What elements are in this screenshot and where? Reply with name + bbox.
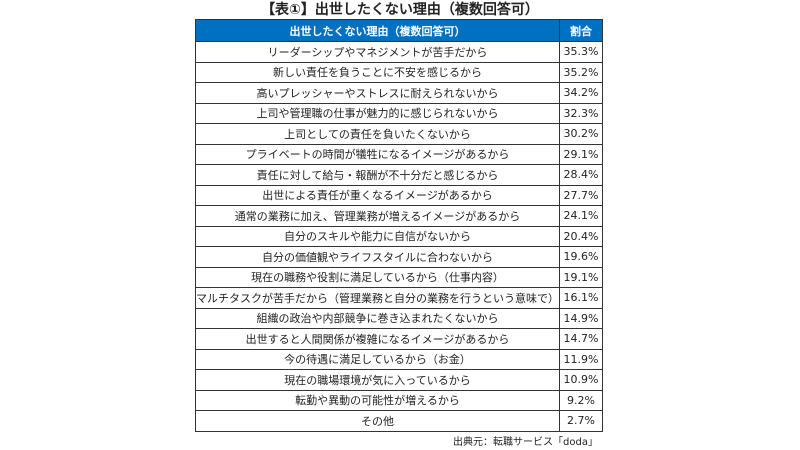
- table-row: その他 2.7%: [195, 410, 603, 432]
- header-reason: 出世したくない理由（複数回答可）: [195, 19, 560, 42]
- table-row: 上司や管理職の仕事が魅力的に感じられないから 32.3%: [195, 102, 603, 124]
- table-row: 転勤や異動の可能性が増えるから 9.2%: [195, 389, 603, 411]
- percentage-cell: 19.6%: [559, 246, 603, 268]
- percentage-cell: 30.2%: [559, 123, 603, 145]
- source-note: 出典元：転職サービス「doda」: [453, 437, 598, 448]
- reasons-table: 出世したくない理由（複数回答可） 割合 リーダーシップやマネジメントが苦手だから…: [195, 19, 603, 432]
- table-row: 高いプレッシャーやストレスに耐えられないから 34.2%: [195, 82, 603, 104]
- percentage-cell: 14.7%: [559, 328, 603, 350]
- table-row: 現在の職場環境が気に入っているから 10.9%: [195, 369, 603, 391]
- table-row: プライベートの時間が犠牲になるイメージがあるから 29.1%: [195, 143, 603, 165]
- table-row: 現在の職務や役割に満足しているから（仕事内容） 19.1%: [195, 266, 603, 288]
- table-row: 出世による責任が重くなるイメージがあるから 27.7%: [195, 184, 603, 206]
- reason-cell: 高いプレッシャーやストレスに耐えられないから: [195, 82, 560, 104]
- percentage-cell: 35.2%: [559, 61, 603, 83]
- percentage-cell: 10.9%: [559, 369, 603, 391]
- reason-cell: その他: [195, 410, 560, 432]
- reason-cell: 自分のスキルや能力に自信がないから: [195, 225, 560, 247]
- percentage-cell: 29.1%: [559, 143, 603, 165]
- reason-cell: 転勤や異動の可能性が増えるから: [195, 389, 560, 411]
- percentage-cell: 28.4%: [559, 164, 603, 186]
- percentage-cell: 16.1%: [559, 287, 603, 309]
- reason-cell: 上司としての責任を負いたくないから: [195, 123, 560, 145]
- table-row: マルチタスクが苦手だから（管理業務と自分の業務を行うという意味で） 16.1%: [195, 287, 603, 309]
- reason-cell: 現在の職務や役割に満足しているから（仕事内容）: [195, 266, 560, 288]
- reason-cell: 出世による責任が重くなるイメージがあるから: [195, 184, 560, 206]
- percentage-cell: 11.9%: [559, 348, 603, 370]
- table-row: 上司としての責任を負いたくないから 30.2%: [195, 123, 603, 145]
- reason-cell: マルチタスクが苦手だから（管理業務と自分の業務を行うという意味で）: [195, 287, 560, 309]
- percentage-cell: 27.7%: [559, 184, 603, 206]
- percentage-cell: 24.1%: [559, 205, 603, 227]
- percentage-cell: 32.3%: [559, 102, 603, 124]
- reason-cell: 責任に対して給与・報酬が不十分だと感じるから: [195, 164, 560, 186]
- reason-cell: 上司や管理職の仕事が魅力的に感じられないから: [195, 102, 560, 124]
- table-row: リーダーシップやマネジメントが苦手だから 35.3%: [195, 41, 603, 63]
- percentage-cell: 14.9%: [559, 307, 603, 329]
- table-row: 新しい責任を負うことに不安を感じるから 35.2%: [195, 61, 603, 83]
- reason-cell: 新しい責任を負うことに不安を感じるから: [195, 61, 560, 83]
- reason-cell: 通常の業務に加え、管理業務が増えるイメージがあるから: [195, 205, 560, 227]
- reason-cell: リーダーシップやマネジメントが苦手だから: [195, 41, 560, 63]
- reason-cell: 出世すると人間関係が複雑になるイメージがあるから: [195, 328, 560, 350]
- table-row: 責任に対して給与・報酬が不十分だと感じるから 28.4%: [195, 164, 603, 186]
- table-title: 【表①】出世したくない理由（複数回答可）: [261, 2, 539, 18]
- reason-cell: 現在の職場環境が気に入っているから: [195, 369, 560, 391]
- percentage-cell: 2.7%: [559, 410, 603, 432]
- table-row: 出世すると人間関係が複雑になるイメージがあるから 14.7%: [195, 328, 603, 350]
- reason-cell: 今の待遇に満足しているから（お金）: [195, 348, 560, 370]
- reason-cell: 組織の政治や内部競争に巻き込まれたくないから: [195, 307, 560, 329]
- reason-cell: 自分の価値観やライフスタイルに合わないから: [195, 246, 560, 268]
- reason-cell: プライベートの時間が犠牲になるイメージがあるから: [195, 143, 560, 165]
- table-row: 自分の価値観やライフスタイルに合わないから 19.6%: [195, 246, 603, 268]
- percentage-cell: 19.1%: [559, 266, 603, 288]
- percentage-cell: 35.3%: [559, 41, 603, 63]
- percentage-cell: 34.2%: [559, 82, 603, 104]
- percentage-cell: 9.2%: [559, 389, 603, 411]
- table-row: 自分のスキルや能力に自信がないから 20.4%: [195, 225, 603, 247]
- table-row: 今の待遇に満足しているから（お金） 11.9%: [195, 348, 603, 370]
- header-percentage: 割合: [559, 19, 603, 42]
- table-row: 通常の業務に加え、管理業務が増えるイメージがあるから 24.1%: [195, 205, 603, 227]
- table-row: 組織の政治や内部競争に巻き込まれたくないから 14.9%: [195, 307, 603, 329]
- percentage-cell: 20.4%: [559, 225, 603, 247]
- table-header-row: 出世したくない理由（複数回答可） 割合: [195, 19, 603, 42]
